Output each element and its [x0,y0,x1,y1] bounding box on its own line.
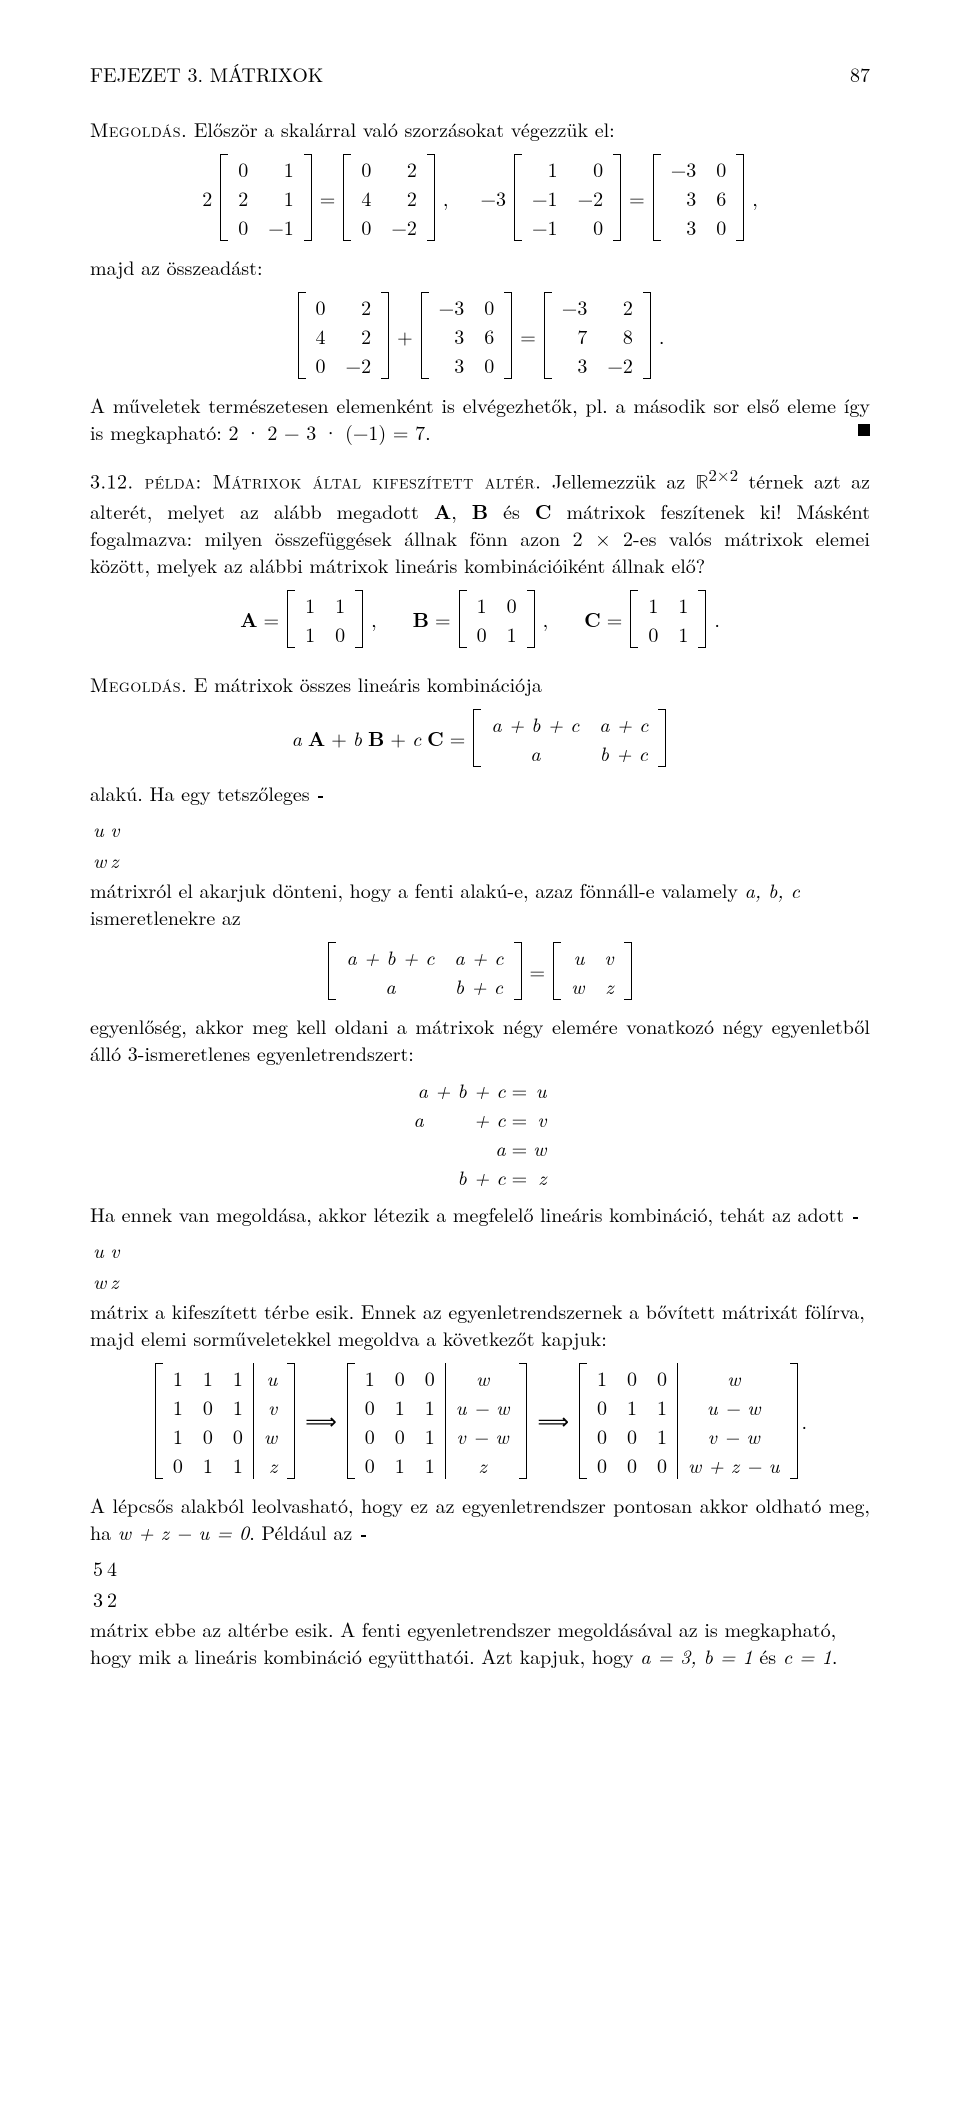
equation-augmented: 111u 101v 100w 011z ⟹ 100w 011u − w 001v… [90,1363,870,1479]
comma: , [443,184,449,211]
megoldas-label: Megoldás. [90,669,187,698]
matrix: a + b + ca + cab + c [473,709,666,767]
equation-uv: a + b + ca + cab + c = uvwz [90,942,870,1000]
equation-linear-comb: aA + bB + cC = a + b + ca + cab + c [90,709,870,767]
matrix-B: 1001 [459,590,535,648]
aug-matrix-2: 100w 011u − w 001v − w 011z [347,1363,528,1479]
text: mátrixról el akarjuk dönteni, hogy a fen… [90,875,745,904]
solution-c: c = 1 [783,1641,832,1670]
matrix-name-C: C [535,496,552,525]
text: . [832,1641,838,1670]
aug-matrix-3: 100w 011u − w 001v − w 000w + z − u [579,1363,798,1479]
equals: = [530,957,546,984]
page-header: FEJEZET 3. MÁTRIXOK 87 [90,60,870,87]
text: A műveletek természetesen elemenként is … [90,390,870,446]
equation-abc-def: A = 1110 , B = 1001 , C = 1101 . [90,590,870,648]
matrix-C: 1101 [630,590,706,648]
matrix: 01210−1 [220,154,312,241]
matrix: −303630 [421,292,513,379]
matrix-name-A: A [434,496,451,525]
matrix-name-B: B [472,496,488,525]
text: E mátrixok összes lineáris kombinációja [187,669,542,698]
implies-arrow: ⟹ [531,1406,575,1436]
matrix: a + b + ca + cab + c [328,942,521,1000]
paragraph: A műveletek természetesen elemenként is … [90,391,870,445]
text: alakú. Ha egy tetszőleges [90,778,316,807]
paragraph: majd az összeadást: [90,253,870,280]
text: Ha ennek van megoldása, akkor létezik a … [90,1199,851,1228]
condition: w + z − u = 0 [118,1517,249,1546]
equation-scalar-mult: 2 01210−1 = 02420−2 , −3 10−1−2−10 = −30… [90,154,870,241]
matrix-A: 1110 [287,590,363,648]
text: és [753,1641,783,1670]
paragraph: Ha ennek van megoldása, akkor létezik a … [90,1200,870,1227]
text: . Például az [249,1517,359,1546]
chapter-title: FEJEZET 3. MÁTRIXOK [90,60,323,87]
scalar: −3 [480,184,506,211]
matrix: uvwz [553,942,631,1000]
equals: = [320,184,336,211]
paragraph: Megoldás. E mátrixok összes lineáris kom… [90,670,870,697]
example-label: 3.12. példa: Mátrixok által kifeszített … [90,466,541,495]
matrix: 02420−2 [298,292,390,379]
plus: + [397,322,413,349]
equals: = [520,322,536,349]
page-number: 87 [850,60,870,87]
paragraph: A lépcsős alakból leolvasható, hogy ez a… [90,1491,870,1545]
qed-box [858,424,870,436]
vars: a, b, c [745,875,800,904]
text: mátrix a kifeszített térbe esik. Ennek a… [90,1296,865,1352]
matrix: −303630 [653,154,745,241]
text: Jellemezzük az [541,466,695,495]
equals: = [629,184,645,211]
paragraph: alakú. Ha egy tetszőleges [90,779,870,806]
solution: a = 3, b = 1 [640,1641,752,1670]
blackboard-r: ℝ [696,473,709,493]
paragraph: Megoldás. Először a skalárral való szorz… [90,115,870,142]
equation-system: a + b + c=u a + c=v a=w b + c=z [90,1076,870,1190]
matrix: 02420−2 [343,154,435,241]
aug-matrix-1: 111u 101v 100w 011z [155,1363,295,1479]
equation-addition: 02420−2 + −303630 = −32783−2 . [90,292,870,379]
text: Először a skalárral való szorzásokat vég… [187,114,615,143]
exponent: 2×2 [708,462,738,486]
example-paragraph: 3.12. példa: Mátrixok által kifeszített … [90,463,870,578]
matrix: 10−1−2−10 [514,154,621,241]
matrix: −32783−2 [544,292,651,379]
scalar: 2 [202,184,212,211]
text: ismeretlenekre az [90,902,241,931]
dot: . [659,322,665,349]
lhs: a [292,724,302,751]
paragraph: egyenlőség, akkor meg kell oldani a mátr… [90,1012,870,1066]
implies-arrow: ⟹ [299,1406,343,1436]
comma: , [752,184,758,211]
megoldas-label: Megoldás. [90,114,187,143]
